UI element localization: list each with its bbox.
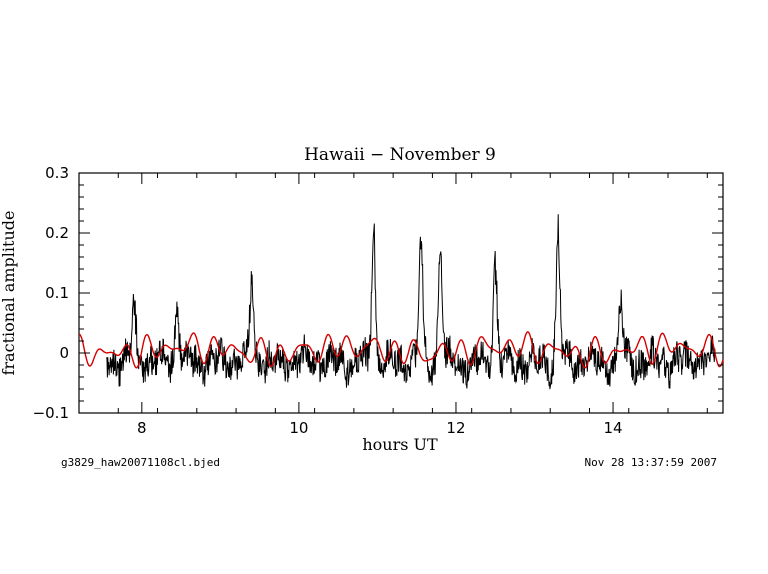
y-tick-label: 0.3	[45, 164, 69, 182]
y-tick-label: 0.1	[45, 284, 69, 302]
footer-filename: g3829_haw20071108cl.bjed	[61, 456, 220, 469]
x-tick-label: 14	[604, 419, 623, 437]
x-tick-label: 10	[289, 419, 308, 437]
x-tick-label: 8	[137, 419, 147, 437]
footer-timestamp: Nov 28 13:37:59 2007	[585, 456, 717, 469]
red-series-group	[78, 331, 724, 369]
chart-title: Hawaii − November 9	[304, 145, 496, 165]
x-axis-label: hours UT	[362, 435, 438, 454]
series-line-fit	[78, 331, 724, 369]
black-series-group	[106, 214, 716, 390]
plot-area	[78, 172, 724, 414]
y-ticks: −0.1 0 0.1 0.2 0.3	[33, 164, 723, 422]
y-tick-label: 0.2	[45, 224, 69, 242]
y-axis-label: fractional amplitude	[0, 211, 18, 376]
plot-frame	[78, 172, 724, 414]
x-tick-label: 12	[446, 419, 465, 437]
y-tick-label: 0	[59, 344, 69, 362]
series-line-light-curve	[106, 214, 716, 390]
x-ticks: 8 10 12 14	[78, 173, 708, 437]
y-tick-label: −0.1	[33, 404, 69, 422]
